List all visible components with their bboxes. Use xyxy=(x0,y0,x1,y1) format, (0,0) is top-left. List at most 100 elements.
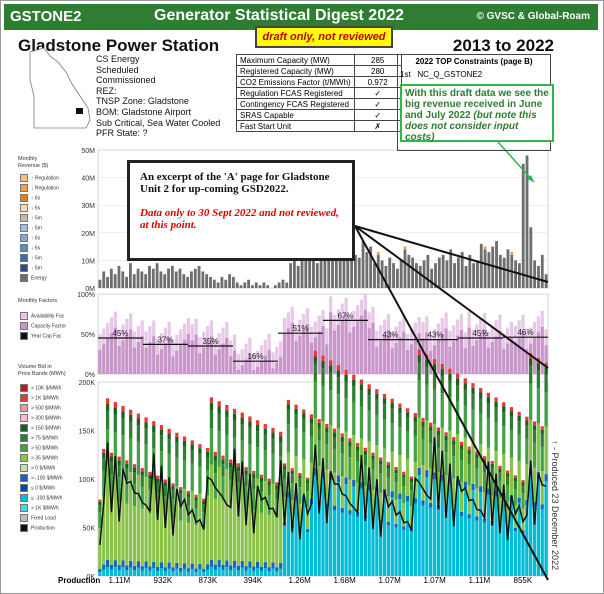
legend-entry: > 300 $/MWh xyxy=(20,414,61,422)
bid-band-bar xyxy=(344,369,348,375)
revenue-bar xyxy=(334,254,338,288)
bid-band-bar xyxy=(325,427,329,433)
bid-band-bar xyxy=(509,411,514,417)
revenue-bar xyxy=(144,274,148,288)
legend-swatch xyxy=(20,322,28,330)
note-italic: (but note this does not consider input c… xyxy=(405,110,537,143)
bid-band-bar xyxy=(186,571,191,576)
queensland-map-icon xyxy=(29,47,91,129)
spec-label: Registered Capacity (MW) xyxy=(236,65,355,77)
bid-band-bar xyxy=(302,409,306,414)
bid-band-bar xyxy=(429,422,433,427)
bid-band-bar xyxy=(421,465,425,501)
bid-band-bar xyxy=(340,512,344,576)
bid-band-bar xyxy=(405,431,410,459)
bid-band-bar xyxy=(155,566,160,571)
revenue-bar xyxy=(300,249,304,288)
bid-band-bar xyxy=(402,529,406,576)
year-cap-fac-label: 43% xyxy=(382,331,398,340)
bid-band-bar xyxy=(486,494,491,576)
bid-band-bar xyxy=(463,437,467,482)
bid-band-bar xyxy=(167,568,171,576)
bid-band-bar xyxy=(513,475,517,478)
bid-band-bar xyxy=(452,437,456,441)
bid-band-bar xyxy=(479,486,483,493)
bid-band-bar xyxy=(452,509,456,515)
bid-band-bar xyxy=(136,441,141,475)
constraint-name: NC_Q_GSTONE2 xyxy=(417,70,483,79)
capacity-factor-bar xyxy=(105,338,110,374)
bid-band-bar xyxy=(521,493,525,509)
capacity-factor-bar xyxy=(294,341,298,374)
capacity-factor-bar xyxy=(140,336,144,374)
bid-band-bar xyxy=(444,440,448,453)
bid-band-bar xyxy=(140,566,144,571)
revenue-bar xyxy=(464,265,468,288)
bid-band-bar xyxy=(294,499,298,576)
bid-band-bar xyxy=(544,392,548,427)
bid-band-bar xyxy=(363,518,367,576)
bid-band-bar xyxy=(298,478,302,488)
bid-band-bar xyxy=(452,514,456,576)
bid-band-bar xyxy=(363,447,367,451)
year-cap-fac-label: 37% xyxy=(157,335,173,344)
bid-band-bar xyxy=(179,489,183,494)
bid-band-bar xyxy=(255,425,260,432)
legend-label: ↑ 6s xyxy=(31,195,41,202)
bid-band-bar xyxy=(202,572,206,576)
bid-band-bar xyxy=(325,432,329,445)
bid-band-bar xyxy=(540,434,544,447)
capacity-factor-bar xyxy=(425,332,429,374)
bid-band-bar xyxy=(236,565,241,571)
revenue-bar xyxy=(277,282,281,288)
bid-band-bar xyxy=(179,502,183,521)
bid-band-bar xyxy=(240,473,244,562)
bid-band-bar xyxy=(479,387,483,393)
bid-band-bar xyxy=(525,425,529,439)
bid-band-bar xyxy=(248,476,252,562)
capacity-factor-bar xyxy=(386,330,391,374)
bid-band-bar xyxy=(117,569,121,576)
bid-band-bar xyxy=(505,476,510,486)
bid-band-bar xyxy=(229,467,233,480)
bid-band-bar xyxy=(129,567,133,576)
bid-band-bar xyxy=(244,485,248,508)
legend-entry: > 1K $/MWh xyxy=(20,504,59,512)
bids-side-label-1: Volume Bid in xyxy=(18,364,52,370)
bid-band-bar xyxy=(290,468,294,471)
bid-band-bar xyxy=(490,495,494,522)
bid-band-bar xyxy=(202,504,206,512)
bid-band-bar xyxy=(317,419,321,423)
bid-band-bar xyxy=(536,478,541,576)
capacity-factor-bar xyxy=(502,349,506,374)
legend-swatch xyxy=(20,184,28,192)
bid-band-bar xyxy=(252,510,256,567)
bid-band-bar xyxy=(259,474,264,478)
bid-band-bar xyxy=(267,567,271,572)
note-text: With this draft data we see the big reve… xyxy=(405,88,549,121)
bid-band-bar xyxy=(344,374,348,382)
capacity-factor-bar xyxy=(217,349,221,374)
bid-band-bar xyxy=(459,441,464,446)
capacity-factor-bar xyxy=(286,328,291,374)
bid-band-bar xyxy=(305,483,310,492)
capacity-factor-bar xyxy=(532,338,537,374)
bid-band-bar xyxy=(121,405,125,412)
bid-band-bar xyxy=(205,457,210,471)
bid-band-bar xyxy=(155,513,160,567)
spec-value: ✓ xyxy=(353,87,402,99)
legend-swatch xyxy=(20,444,28,452)
legend-entry: > 75 $/MWh xyxy=(20,434,58,442)
bid-band-bar xyxy=(425,384,429,421)
bid-band-bar xyxy=(425,477,429,576)
bid-band-bar xyxy=(213,451,217,456)
bid-band-bar xyxy=(336,365,341,371)
bid-band-bar xyxy=(325,444,329,470)
bid-band-bar xyxy=(244,470,248,475)
revenue-bar xyxy=(193,268,197,288)
bid-band-bar xyxy=(467,514,471,519)
capacity-factor-bar xyxy=(163,343,167,374)
bid-band-bar xyxy=(144,567,148,576)
bid-band-bar xyxy=(382,404,387,419)
